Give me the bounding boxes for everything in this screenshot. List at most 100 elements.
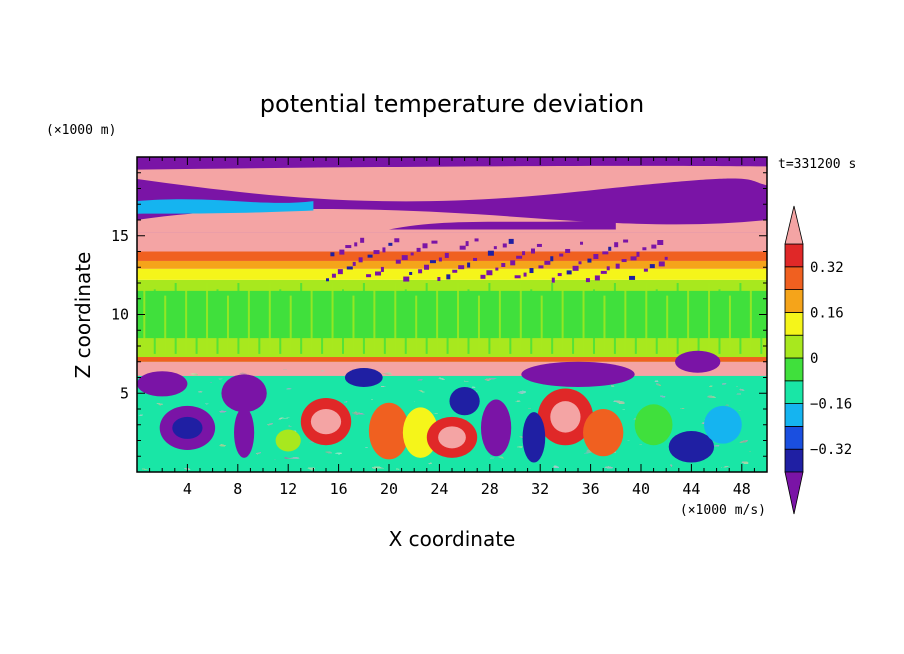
chart-title: potential temperature deviation	[260, 90, 644, 118]
field-streak	[760, 295, 763, 354]
field-speckle	[623, 239, 629, 243]
field-streak	[561, 289, 564, 354]
field-streak	[258, 295, 261, 354]
colorbar-tick-label: 0	[810, 351, 818, 367]
field-streak	[362, 283, 365, 354]
field-streak	[603, 295, 606, 354]
field-speckle	[458, 265, 465, 270]
field-speckle	[551, 277, 555, 283]
field-speckle	[388, 242, 393, 246]
field-eddy	[438, 426, 466, 449]
field-streak	[279, 289, 282, 354]
field-streak	[708, 283, 711, 354]
field-speckle	[550, 256, 554, 262]
field-speckle	[615, 263, 620, 269]
field-speckle	[642, 247, 647, 251]
field-speckle	[606, 266, 610, 271]
x-tick-label: 16	[330, 480, 348, 498]
field-speckle	[339, 249, 345, 255]
x-tick-label: 24	[430, 480, 448, 498]
field-streak	[216, 289, 219, 354]
field-speckle	[608, 246, 612, 251]
field-speckle	[565, 248, 571, 253]
colorbar-segment	[784, 266, 804, 290]
field-streak	[174, 283, 177, 354]
colorbar-tick-label: −0.32	[810, 442, 852, 458]
field-speckle	[373, 250, 380, 255]
field-speckle	[360, 237, 365, 243]
field-speckle	[629, 275, 636, 280]
colorbar-tick-label: 0.16	[810, 305, 844, 321]
field-speckle	[331, 273, 336, 278]
field-eddy	[480, 399, 512, 457]
field-speckle	[557, 273, 562, 277]
field-streak	[613, 283, 616, 354]
field-speckle	[465, 241, 469, 247]
field-speckle	[394, 238, 400, 243]
field-contour	[389, 220, 616, 230]
field-speckle	[493, 246, 497, 250]
field-streak	[624, 289, 627, 354]
field-speckle	[330, 252, 335, 257]
field-streak	[540, 295, 543, 354]
field-streak	[321, 295, 324, 354]
field-streak	[697, 295, 700, 354]
field-eddy	[172, 416, 203, 439]
field-speckle	[536, 243, 542, 247]
field-streak	[289, 295, 292, 354]
field-eddy	[521, 361, 635, 387]
field-speckle	[594, 275, 600, 281]
field-streak	[519, 283, 522, 354]
field-eddy	[368, 402, 410, 460]
colorbar-segment	[784, 425, 804, 450]
field-eddy	[344, 368, 383, 387]
field-streak	[687, 289, 690, 354]
field-speckle	[651, 244, 657, 249]
colorbar-segment	[784, 380, 804, 404]
field-speckle	[587, 258, 592, 263]
field-streak	[666, 295, 669, 354]
field-streak	[457, 283, 460, 354]
field-speckle	[424, 264, 430, 270]
field-streak	[739, 283, 742, 354]
field-streak	[467, 289, 470, 354]
x-unit-label: (×1000 m/s)	[680, 503, 766, 518]
field-band	[137, 251, 767, 261]
field-streak	[352, 295, 355, 354]
field-speckle	[602, 251, 609, 255]
field-speckle	[403, 276, 410, 282]
field-speckle	[621, 259, 627, 263]
colorbar-segment	[784, 243, 804, 268]
field-speckle	[600, 270, 607, 274]
field-speckle	[531, 248, 536, 254]
field-speckle	[649, 264, 655, 269]
field-band	[137, 260, 767, 269]
field-speckle	[516, 255, 523, 259]
colorbar-segment	[784, 357, 804, 382]
x-tick-label: 8	[233, 480, 242, 498]
field-streak	[404, 289, 407, 354]
field-streak	[153, 289, 156, 354]
field-speckle	[345, 245, 352, 249]
field-contour	[137, 165, 767, 202]
field-streak	[749, 289, 752, 354]
field-streak	[655, 289, 658, 354]
colorbar-segment	[784, 448, 804, 473]
field-eddy	[522, 412, 546, 463]
field-speckle	[346, 266, 353, 270]
field-streak	[331, 283, 334, 354]
field-streak	[300, 283, 303, 354]
field-speckle	[614, 242, 619, 248]
field-streak	[676, 283, 679, 354]
field-speckle	[630, 256, 637, 261]
field-eddy	[704, 405, 742, 444]
field-speckle	[444, 252, 449, 258]
field-speckle	[418, 269, 423, 274]
x-axis: 4 8 12 16 20 24 28 32 36 40 44 48	[149, 157, 755, 498]
colorbar-segment	[784, 403, 804, 427]
field-speckle	[326, 278, 329, 282]
y-axis-title: Z coordinate	[71, 252, 95, 379]
x-axis-title: X coordinate	[389, 527, 516, 551]
colorbar-tick-label: −0.16	[810, 397, 852, 413]
field-streak	[509, 295, 512, 354]
